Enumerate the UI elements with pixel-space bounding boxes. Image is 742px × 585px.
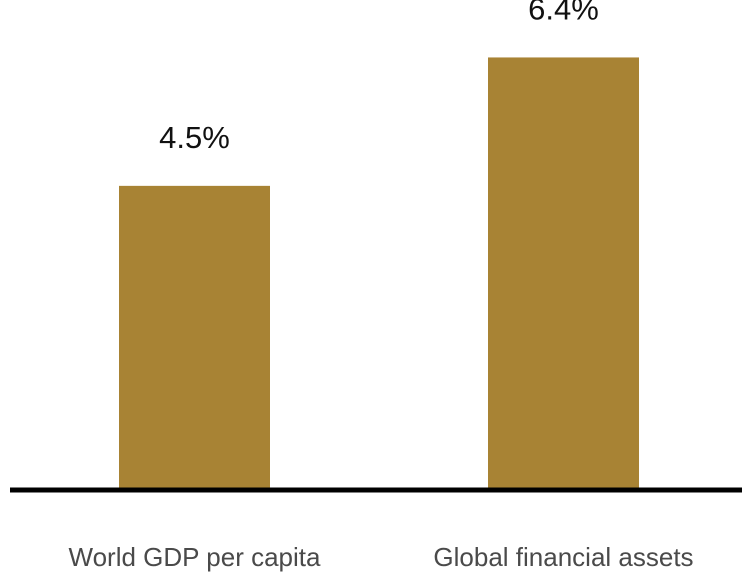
bar-2 — [488, 57, 639, 491]
value-labels: 4.5% 6.4% — [159, 0, 599, 155]
bar-1 — [119, 185, 270, 491]
category-label-2: Global financial assets — [433, 542, 693, 572]
bars — [119, 57, 639, 491]
value-label-2: 6.4% — [528, 0, 599, 26]
value-label-1: 4.5% — [159, 120, 230, 155]
category-label-1: World GDP per capita — [69, 542, 321, 572]
category-labels: World GDP per capita Global financial ass… — [69, 542, 694, 572]
